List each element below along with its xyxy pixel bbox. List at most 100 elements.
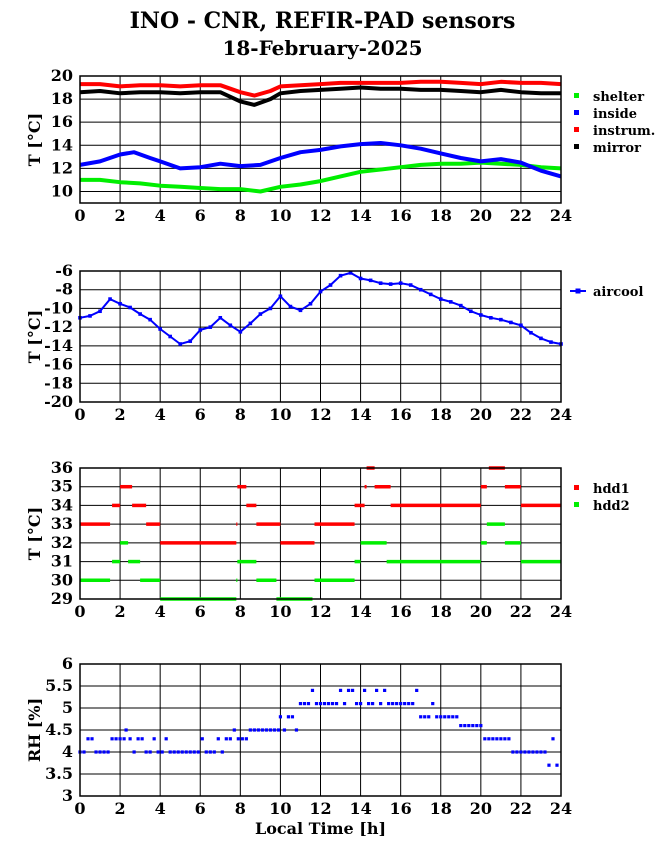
data-point bbox=[529, 330, 533, 335]
data-point bbox=[549, 340, 553, 344]
data-point bbox=[236, 737, 240, 741]
x-tick-label: 12 bbox=[309, 206, 331, 225]
y-tick-label: -18 bbox=[44, 373, 73, 392]
series-trace bbox=[80, 79, 562, 98]
data-point bbox=[378, 281, 383, 285]
data-point bbox=[499, 737, 503, 741]
data-point bbox=[278, 294, 283, 299]
data-point bbox=[519, 750, 523, 754]
data-point bbox=[507, 737, 511, 741]
data-point bbox=[489, 315, 493, 320]
data-point bbox=[140, 737, 144, 741]
legend-label: hdd1 bbox=[593, 482, 630, 497]
legend-label: mirror bbox=[593, 141, 641, 156]
data-point bbox=[286, 715, 291, 719]
x-tick-label: 20 bbox=[470, 602, 492, 621]
x-tick-label: 24 bbox=[550, 602, 572, 621]
y-axis-label: T [°C] bbox=[25, 310, 44, 363]
data-point bbox=[458, 303, 463, 308]
x-tick-label: 20 bbox=[470, 405, 492, 424]
data-point bbox=[338, 688, 343, 692]
data-point bbox=[118, 301, 122, 306]
data-point bbox=[527, 750, 531, 754]
data-point bbox=[539, 750, 543, 754]
legend-swatch bbox=[574, 127, 579, 132]
y-tick-label: 10 bbox=[51, 181, 73, 200]
data-point bbox=[375, 688, 379, 692]
data-point bbox=[248, 728, 252, 732]
series-rh bbox=[78, 688, 559, 767]
x-tick-label: 4 bbox=[155, 602, 166, 621]
x-tick-label: 2 bbox=[115, 602, 126, 621]
x-tick-label: 16 bbox=[390, 799, 412, 818]
x-tick-label: 6 bbox=[195, 602, 206, 621]
data-point bbox=[136, 737, 140, 741]
data-point bbox=[108, 297, 112, 301]
data-point bbox=[158, 327, 162, 331]
data-point bbox=[94, 750, 98, 754]
data-point bbox=[387, 702, 391, 706]
series-instrum- bbox=[80, 79, 562, 98]
data-point bbox=[350, 688, 355, 692]
data-point bbox=[463, 724, 467, 728]
data-point bbox=[132, 750, 136, 754]
data-point bbox=[192, 750, 196, 754]
x-tick-label: 10 bbox=[269, 405, 291, 424]
data-point bbox=[383, 688, 387, 692]
data-point bbox=[439, 715, 443, 719]
legend-label: inside bbox=[593, 107, 637, 122]
data-point bbox=[346, 688, 351, 692]
data-point bbox=[278, 715, 283, 719]
data-point bbox=[212, 750, 216, 754]
data-point bbox=[419, 715, 423, 719]
x-tick-label: 18 bbox=[430, 405, 452, 424]
data-point bbox=[438, 297, 443, 301]
series-trace bbox=[79, 85, 561, 107]
legend-swatch bbox=[574, 502, 579, 507]
x-tick-label: 22 bbox=[510, 405, 532, 424]
y-axis-label: T [°C] bbox=[25, 507, 44, 560]
data-point bbox=[276, 728, 281, 732]
data-point bbox=[172, 750, 176, 754]
x-tick-label: 24 bbox=[550, 405, 572, 424]
data-point bbox=[220, 750, 224, 754]
data-point bbox=[511, 750, 515, 754]
data-point bbox=[523, 750, 527, 754]
data-point bbox=[102, 750, 106, 754]
x-tick-label: 22 bbox=[510, 602, 532, 621]
data-point bbox=[160, 750, 164, 754]
data-point bbox=[228, 737, 232, 741]
data-point bbox=[188, 339, 193, 343]
data-point bbox=[198, 328, 203, 332]
y-tick-label: -20 bbox=[44, 392, 73, 411]
data-point bbox=[86, 737, 90, 741]
data-point bbox=[318, 289, 323, 294]
data-point bbox=[90, 737, 94, 741]
data-point bbox=[318, 702, 323, 706]
data-point bbox=[379, 702, 383, 706]
data-point bbox=[216, 737, 220, 741]
x-tick-label: 6 bbox=[195, 799, 206, 818]
data-point bbox=[469, 309, 473, 314]
x-tick-label: 4 bbox=[155, 799, 166, 818]
data-point bbox=[302, 702, 307, 706]
x-tick-label: 12 bbox=[309, 602, 331, 621]
data-point bbox=[306, 702, 311, 706]
x-tick-label: 14 bbox=[349, 799, 371, 818]
data-point bbox=[509, 320, 513, 325]
x-axis-label: Local Time [h] bbox=[255, 819, 386, 838]
data-point bbox=[408, 283, 413, 287]
data-point bbox=[228, 323, 233, 328]
x-tick-label: 8 bbox=[235, 405, 246, 424]
data-point bbox=[148, 750, 152, 754]
data-point bbox=[178, 342, 183, 346]
data-point bbox=[358, 276, 363, 281]
data-point bbox=[288, 304, 293, 309]
data-point bbox=[487, 737, 491, 741]
data-point bbox=[294, 728, 299, 732]
data-point bbox=[188, 750, 192, 754]
data-point bbox=[427, 715, 431, 719]
data-point bbox=[264, 728, 268, 732]
data-point bbox=[208, 750, 212, 754]
